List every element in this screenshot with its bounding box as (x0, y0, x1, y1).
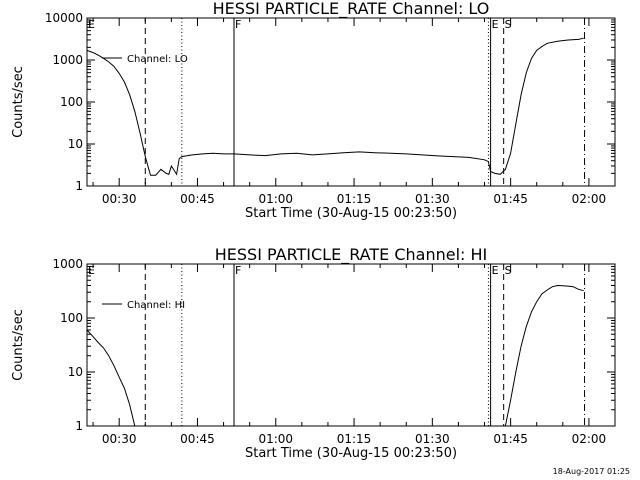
plot-frame (86, 17, 616, 187)
footer-timestamp: 18-Aug-2017 01:25 (552, 467, 630, 476)
event-marker-label: S (505, 264, 512, 277)
x-tick-label: 01:30 (415, 192, 450, 206)
chart-title: HESSI PARTICLE_RATE Channel: LO (213, 0, 490, 19)
x-tick-label: 01:15 (337, 192, 372, 206)
data-series-line (87, 284, 584, 426)
x-tick-label: 00:30 (102, 432, 137, 446)
event-marker-label: F (235, 264, 241, 277)
event-marker-label: F (235, 18, 241, 31)
x-tick-label: 00:30 (102, 192, 137, 206)
x-tick-label: 01:30 (415, 432, 450, 446)
event-marker-label: E (492, 18, 499, 31)
y-tick-label: 1 (75, 419, 83, 433)
event-marker-label: E (88, 18, 95, 31)
y-axis-label: Counts/sec (11, 66, 26, 138)
y-tick-label: 1 (75, 179, 83, 193)
y-tick-label: 10 (68, 137, 83, 151)
x-tick-label: 02:00 (572, 192, 607, 206)
x-tick-label: 00:45 (180, 192, 215, 206)
x-axis-label: Start Time (30-Aug-15 00:23:50) (245, 206, 457, 221)
y-tick-label: 100 (60, 311, 83, 325)
legend-entry: Channel: HI (127, 300, 185, 311)
y-tick-label: 1000 (52, 53, 83, 67)
y-tick-label: 100 (60, 95, 83, 109)
y-tick-label: 10000 (45, 11, 83, 25)
y-tick-label: 1000 (52, 257, 83, 271)
x-tick-label: 00:45 (180, 432, 215, 446)
x-axis-label: Start Time (30-Aug-15 00:23:50) (245, 446, 457, 461)
y-axis-label: Counts/sec (11, 309, 26, 381)
x-tick-label: 01:45 (493, 192, 528, 206)
chart-panel-2: HESSI PARTICLE_RATE Channel: HI 1 10 100 100… (11, 245, 616, 461)
plot-frame (86, 263, 616, 427)
y-tick-label: 10 (68, 365, 83, 379)
event-marker-label: E (88, 264, 95, 277)
x-tick-label: 01:15 (337, 432, 372, 446)
event-marker-label: S (505, 18, 512, 31)
event-marker-label: E (492, 264, 499, 277)
chart-panel-1: HESSI PARTICLE_RATE Channel: LO 1 10 100 100… (11, 0, 616, 221)
x-tick-label: 02:00 (572, 432, 607, 446)
x-tick-label: 01:45 (493, 432, 528, 446)
x-tick-label: 01:00 (258, 192, 293, 206)
chart-title: HESSI PARTICLE_RATE Channel: HI (215, 245, 488, 265)
x-tick-label: 01:00 (258, 432, 293, 446)
data-series-line (87, 37, 584, 176)
legend-entry: Channel: LO (127, 54, 188, 65)
